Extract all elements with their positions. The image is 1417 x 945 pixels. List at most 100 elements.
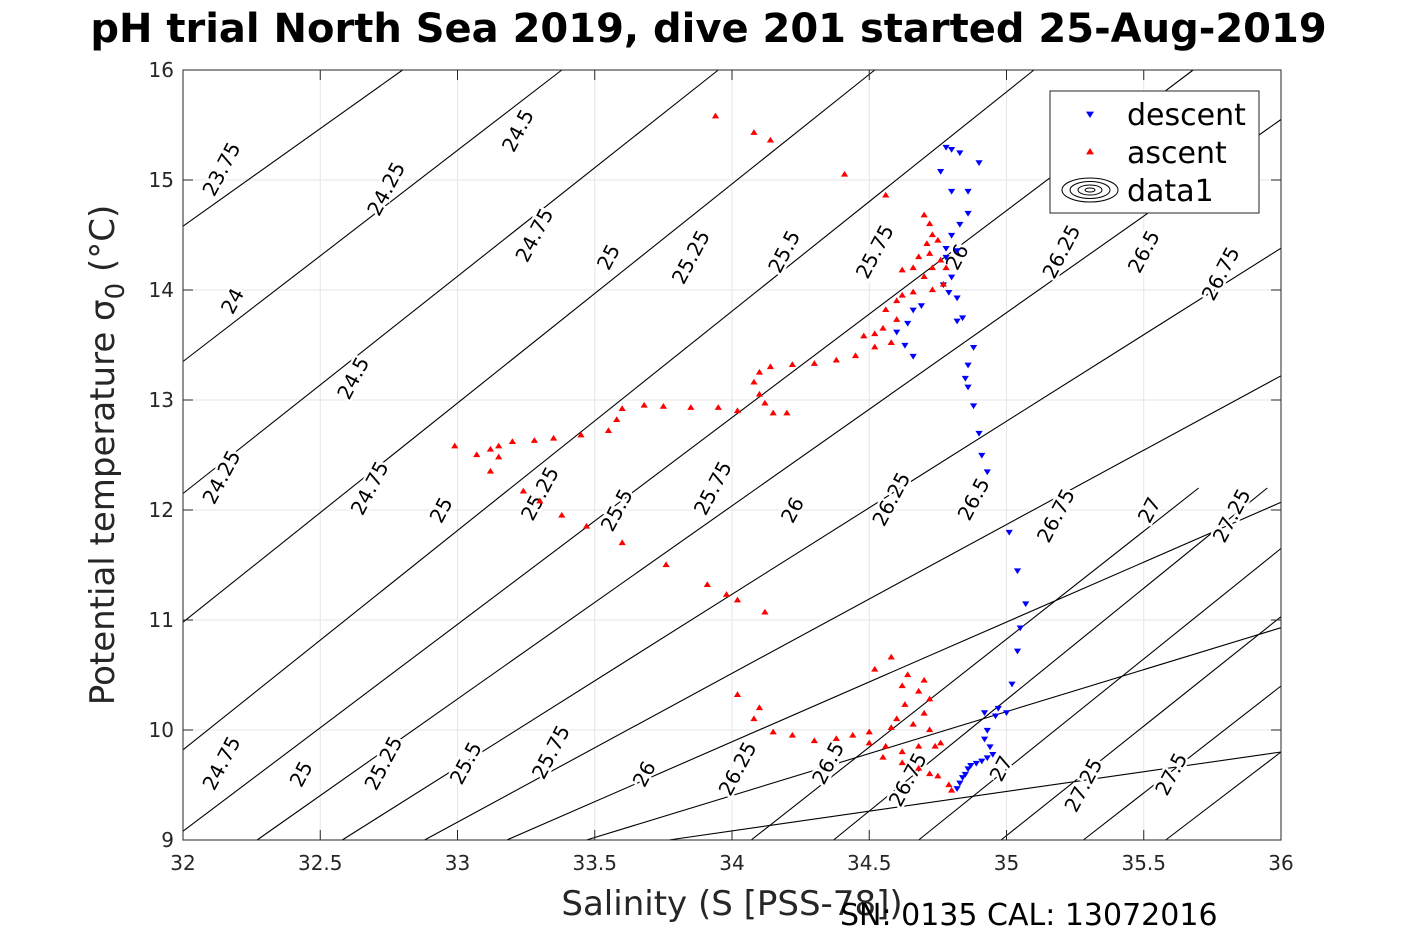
density-contour-label: 24 — [216, 284, 249, 318]
density-contour-label: 26.75 — [1032, 485, 1080, 547]
y-tick-label: 15 — [149, 168, 174, 192]
ascent-point — [920, 709, 928, 716]
descent-point — [969, 403, 978, 410]
ascent-point — [893, 297, 901, 304]
x-tick-label: 32 — [170, 851, 195, 875]
ascent-point — [901, 701, 909, 707]
descent-point — [917, 303, 926, 309]
descent-point — [904, 320, 912, 327]
ascent-point — [769, 728, 777, 735]
ascent-point — [931, 742, 939, 749]
ascent-point — [926, 726, 934, 733]
ascent-point — [640, 401, 648, 408]
chart-title: pH trial North Sea 2019, dive 201 starte… — [90, 6, 1327, 52]
density-contour-line — [182, 69, 876, 623]
ascent-point — [909, 264, 917, 271]
descent-point — [964, 210, 972, 217]
ascent-point — [549, 434, 558, 441]
descent-point — [956, 221, 964, 228]
data-series — [451, 112, 1030, 793]
ascent-point — [788, 361, 796, 367]
ascent-point — [755, 368, 764, 375]
descent-point — [972, 760, 980, 767]
ascent-point — [928, 286, 936, 293]
ascent-point — [840, 170, 849, 177]
ascent-point — [898, 291, 906, 298]
x-tick-label: 32.5 — [298, 851, 343, 875]
descent-point — [958, 775, 967, 781]
descent-point — [975, 160, 983, 166]
y-tick-label: 14 — [149, 278, 174, 302]
density-contour-label: 26.75 — [884, 749, 932, 811]
y-tick-label: 16 — [149, 58, 174, 82]
ascent-point — [832, 356, 840, 363]
ascent-point — [920, 211, 928, 218]
legend-label-data1: data1 — [1127, 174, 1214, 209]
ascent-point — [898, 759, 906, 766]
descent-point — [953, 786, 961, 792]
descent-point — [961, 771, 969, 778]
density-contour-line — [506, 501, 1282, 841]
ascent-point — [926, 695, 934, 702]
density-contour-line — [668, 751, 1282, 841]
descent-point — [1016, 625, 1024, 632]
ascent-point — [939, 280, 947, 287]
ascent-point — [558, 511, 566, 518]
descent-point — [961, 375, 969, 382]
legend-marker-ascent — [1086, 148, 1094, 155]
density-contour-label: 26 — [776, 493, 809, 527]
ascent-point — [904, 671, 912, 678]
ascent-point — [750, 715, 758, 722]
legend-marker-descent — [1086, 111, 1094, 118]
ascent-point — [582, 522, 591, 529]
ascent-point — [915, 742, 923, 749]
ascent-point — [887, 653, 895, 660]
ascent-point — [915, 687, 923, 694]
density-contour-line — [256, 119, 1282, 841]
descent-point — [948, 147, 956, 153]
y-tick-label: 12 — [149, 498, 174, 522]
ascent-point — [882, 306, 890, 312]
descent-point — [994, 705, 1002, 712]
descent-point — [953, 248, 961, 254]
ascent-point — [926, 770, 934, 777]
series-descent — [893, 144, 1030, 792]
y-axis-label: Potential temperature σ0 (°C) — [83, 205, 131, 705]
descent-point — [948, 274, 956, 281]
ascent-point — [898, 266, 906, 273]
ascent-point — [893, 715, 901, 722]
density-contour-line — [750, 487, 1199, 841]
legend-contour-ring — [1069, 181, 1111, 199]
ascent-point — [926, 250, 934, 256]
ascent-point — [788, 731, 796, 738]
density-contour-label: 24.25 — [362, 158, 410, 220]
descent-point — [983, 469, 991, 476]
ascent-point — [865, 739, 873, 746]
ascent-point — [536, 497, 544, 504]
density-contour-line — [918, 548, 1282, 841]
density-contour-label: 24.5 — [332, 353, 374, 404]
ascent-point — [851, 352, 860, 359]
ascent-point — [871, 343, 879, 350]
descent-point — [983, 755, 991, 762]
ascent-point — [882, 742, 890, 749]
descent-point — [980, 736, 989, 743]
ascent-point — [711, 112, 720, 119]
ascent-point — [942, 264, 950, 271]
descent-point — [953, 295, 961, 302]
x-tick-label: 35.5 — [1121, 851, 1166, 875]
ascent-point — [926, 220, 934, 227]
descent-point — [958, 315, 967, 322]
descent-point — [942, 254, 950, 261]
density-contour-line — [182, 69, 1194, 832]
ascent-point — [761, 399, 769, 406]
density-contour-line — [833, 487, 1268, 841]
x-tick-label: 33.5 — [572, 851, 617, 875]
descent-point — [942, 246, 950, 252]
density-contour-line — [182, 69, 563, 362]
ascent-point — [451, 442, 459, 449]
density-contour-line — [182, 69, 403, 227]
density-contour-label: 26 — [628, 757, 661, 791]
descent-point — [937, 169, 945, 175]
